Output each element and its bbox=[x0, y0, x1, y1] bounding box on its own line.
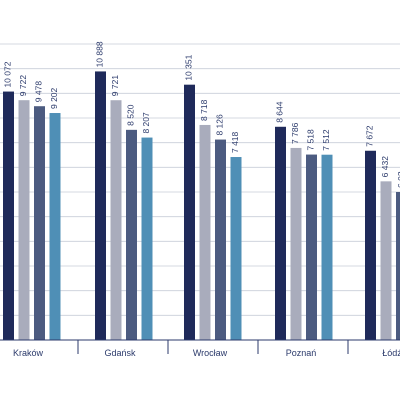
bar bbox=[290, 147, 302, 340]
data-label: 8 718 bbox=[199, 99, 209, 121]
data-label: 10 888 bbox=[95, 41, 105, 67]
bar bbox=[49, 113, 61, 340]
bar bbox=[230, 157, 242, 340]
x-tick-label: Kraków bbox=[13, 348, 44, 358]
data-label: 7 418 bbox=[230, 131, 240, 153]
data-label: 8 207 bbox=[141, 112, 151, 134]
bar bbox=[321, 154, 333, 340]
x-tick-label: Łódź bbox=[382, 348, 400, 358]
data-label: 9 202 bbox=[49, 87, 59, 109]
bar bbox=[306, 154, 317, 340]
bar bbox=[184, 84, 195, 341]
bar bbox=[18, 100, 30, 340]
bar bbox=[215, 139, 226, 340]
data-label: 9 478 bbox=[34, 81, 44, 103]
x-axis: Kraków Gdańsk Wrocław Poznań Łódź bbox=[0, 339, 400, 358]
bar bbox=[141, 137, 153, 340]
data-label: 7 512 bbox=[321, 129, 331, 151]
bar bbox=[396, 192, 400, 340]
data-label: 6 03 bbox=[396, 171, 400, 188]
bar bbox=[126, 129, 137, 340]
bar bbox=[34, 106, 45, 340]
data-label: 7 786 bbox=[290, 122, 300, 144]
data-label: 10 351 bbox=[184, 54, 194, 80]
x-tick-label: Poznań bbox=[286, 348, 317, 358]
bar bbox=[199, 124, 211, 341]
bar bbox=[3, 91, 14, 340]
bar bbox=[110, 100, 122, 340]
data-labels: 10 072 9 722 9 478 9 202 10 888 9 721 8 520 8 2… bbox=[3, 41, 400, 188]
data-label: 9 722 bbox=[18, 75, 28, 97]
data-label: 9 721 bbox=[110, 75, 120, 97]
data-label: 10 072 bbox=[3, 61, 13, 87]
x-tick-label: Wrocław bbox=[193, 348, 228, 358]
data-label: 6 432 bbox=[380, 156, 390, 178]
bar bbox=[95, 71, 106, 341]
data-label: 7 672 bbox=[365, 125, 375, 147]
data-label: 8 644 bbox=[275, 101, 285, 123]
bar bbox=[380, 181, 392, 340]
bar bbox=[275, 126, 286, 340]
x-tick-label: Gdańsk bbox=[104, 348, 136, 358]
data-label: 7 518 bbox=[306, 129, 316, 151]
data-label: 8 520 bbox=[126, 104, 136, 126]
data-label: 8 126 bbox=[215, 114, 225, 136]
bars bbox=[3, 71, 400, 341]
bar bbox=[365, 150, 376, 340]
